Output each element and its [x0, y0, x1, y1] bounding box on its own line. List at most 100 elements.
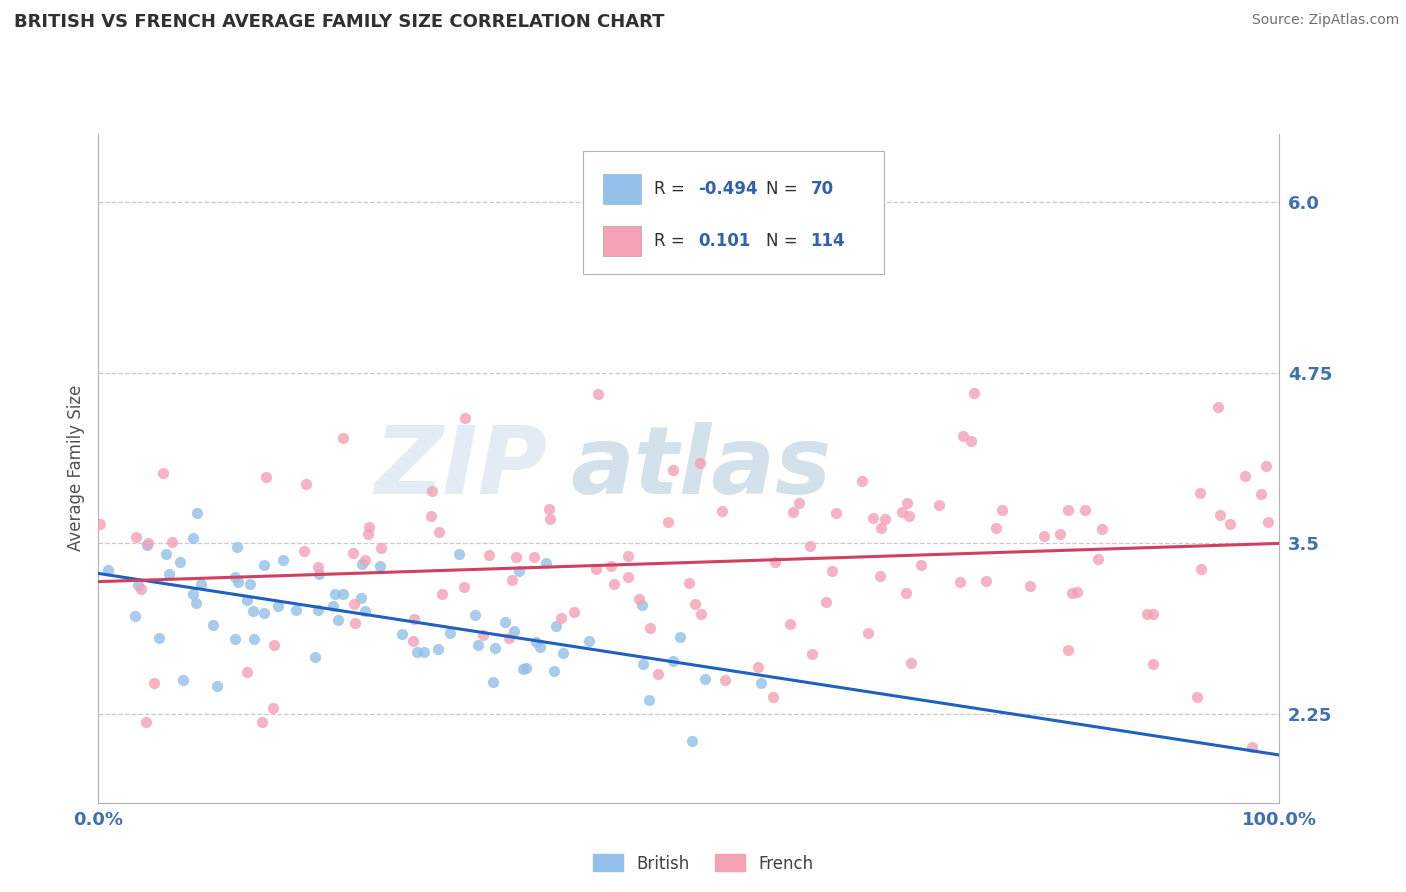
FancyBboxPatch shape — [582, 151, 884, 275]
Point — [1056, 503, 1078, 517]
Point — [186, 596, 208, 610]
FancyBboxPatch shape — [603, 174, 641, 203]
Point — [711, 504, 734, 518]
Point — [963, 385, 986, 400]
Point — [284, 603, 307, 617]
Point — [693, 672, 716, 686]
Point — [1187, 690, 1209, 704]
Point — [1142, 657, 1164, 672]
Point — [498, 632, 520, 646]
Point — [271, 553, 294, 567]
Point — [928, 498, 950, 512]
Point — [190, 577, 212, 591]
Point — [821, 564, 844, 578]
Point — [350, 557, 373, 571]
Point — [157, 566, 180, 581]
Point — [420, 483, 443, 498]
Point — [862, 511, 884, 525]
Point — [169, 555, 191, 569]
Point — [898, 508, 921, 523]
Point — [984, 521, 1007, 535]
Point — [186, 506, 208, 520]
Point — [1206, 401, 1229, 415]
Point — [225, 540, 247, 554]
Point — [1209, 508, 1232, 523]
Point — [332, 431, 354, 445]
Point — [124, 608, 146, 623]
Point — [662, 655, 685, 669]
Point — [370, 541, 392, 556]
Point — [689, 456, 711, 470]
Point — [515, 661, 537, 675]
Point — [546, 619, 568, 633]
Point — [714, 673, 737, 688]
Point — [600, 558, 623, 573]
Point — [1189, 561, 1212, 575]
Point — [550, 611, 572, 625]
Point — [332, 587, 354, 601]
Point — [779, 617, 801, 632]
Point — [205, 679, 228, 693]
Text: N =: N = — [766, 179, 803, 198]
Point — [603, 577, 626, 591]
Point — [368, 559, 391, 574]
Point — [242, 604, 264, 618]
Point — [494, 615, 516, 630]
Point — [638, 692, 661, 706]
Point — [419, 509, 441, 524]
Point — [142, 675, 165, 690]
Point — [1087, 552, 1109, 566]
Point — [350, 591, 373, 605]
Point — [307, 603, 329, 617]
Text: ZIP: ZIP — [374, 422, 547, 515]
Point — [155, 547, 177, 561]
Point — [529, 640, 551, 655]
Point — [543, 665, 565, 679]
Point — [236, 593, 259, 607]
Point — [253, 606, 276, 620]
Point — [851, 475, 873, 489]
Point — [1019, 579, 1042, 593]
Point — [343, 615, 366, 630]
Point — [1219, 517, 1241, 532]
Point — [136, 536, 159, 550]
Point — [800, 647, 823, 661]
Point — [226, 575, 249, 590]
Point — [1136, 607, 1159, 621]
Point — [467, 638, 489, 652]
Point — [1066, 585, 1088, 599]
Point — [243, 632, 266, 646]
Point — [508, 565, 530, 579]
Point — [586, 387, 609, 401]
Point — [307, 560, 329, 574]
Point — [472, 628, 495, 642]
Point — [224, 570, 246, 584]
Point — [449, 547, 471, 561]
Point — [391, 627, 413, 641]
Point — [690, 607, 713, 621]
Point — [1250, 486, 1272, 500]
Point — [482, 674, 505, 689]
Point — [292, 544, 315, 558]
Text: -0.494: -0.494 — [699, 179, 758, 198]
Point — [627, 592, 650, 607]
Point — [678, 575, 700, 590]
Point — [617, 570, 640, 584]
Point — [1062, 586, 1084, 600]
Point — [89, 516, 111, 531]
Point — [453, 580, 475, 594]
Point — [503, 624, 526, 639]
Point — [762, 690, 785, 704]
Point — [125, 530, 148, 544]
Point — [647, 666, 669, 681]
Point — [512, 662, 534, 676]
Point — [239, 577, 262, 591]
Point — [681, 733, 703, 747]
Point — [427, 524, 450, 539]
Point — [427, 642, 450, 657]
Point — [172, 673, 194, 687]
Point — [873, 512, 896, 526]
Y-axis label: Average Family Size: Average Family Size — [66, 385, 84, 551]
Point — [631, 657, 654, 672]
Point — [357, 520, 380, 534]
